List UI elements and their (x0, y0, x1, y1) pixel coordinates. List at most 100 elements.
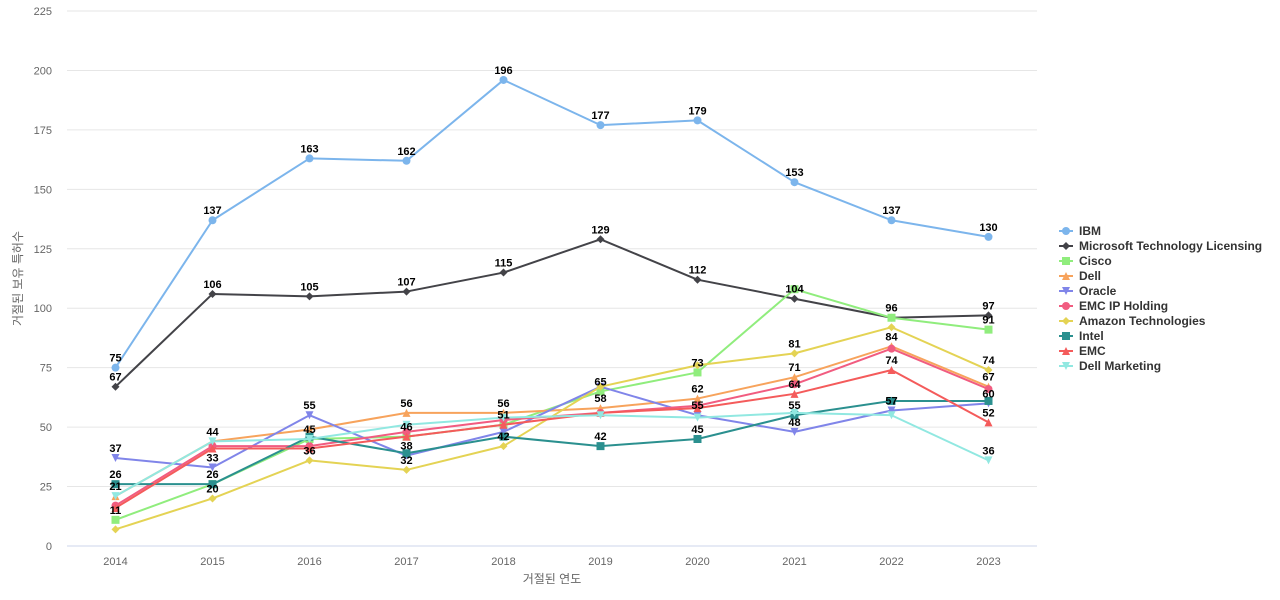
legend-item-emc-ip-holding[interactable]: EMC IP Holding (1059, 299, 1168, 313)
data-point-emc[interactable] (111, 503, 120, 512)
legend-marker-icon (1062, 287, 1070, 295)
data-point-emc[interactable] (984, 418, 993, 427)
data-point-cisco[interactable] (693, 368, 702, 377)
data-point-cisco[interactable] (790, 285, 799, 294)
data-point-intel[interactable] (402, 449, 411, 458)
data-point-ibm[interactable] (111, 363, 120, 372)
series-line-emc[interactable] (114, 369, 989, 509)
data-point-dell-marketing[interactable] (887, 411, 896, 420)
legend-item-dell-marketing[interactable]: Dell Marketing (1059, 359, 1161, 373)
data-point-oracle[interactable] (208, 463, 217, 472)
data-point-amazon-technologies[interactable] (596, 382, 605, 391)
data-point-emc[interactable] (305, 444, 314, 453)
data-point-amazon-technologies[interactable] (499, 442, 508, 451)
data-point-emc[interactable] (402, 432, 411, 441)
data-point-intel[interactable] (693, 435, 702, 443)
data-point-microsoft-technology-licensing[interactable] (693, 275, 702, 284)
data-point-dell[interactable] (402, 408, 411, 417)
data-point-oracle[interactable] (305, 411, 314, 420)
data-point-dell-marketing[interactable] (984, 456, 993, 465)
data-point-dell-marketing[interactable] (596, 411, 605, 420)
data-point-emc[interactable] (790, 389, 799, 398)
data-point-microsoft-technology-licensing[interactable] (984, 311, 993, 320)
data-point-amazon-technologies[interactable] (111, 525, 120, 534)
data-point-intel[interactable] (499, 432, 508, 441)
data-point-emc-ip-holding[interactable] (984, 385, 993, 394)
legend-item-microsoft-technology-licensing[interactable]: Microsoft Technology Licensing (1059, 239, 1262, 253)
series-line-intel[interactable] (115, 399, 989, 486)
legend-item-intel[interactable]: Intel (1059, 329, 1104, 343)
data-point-microsoft-technology-licensing[interactable] (790, 294, 799, 303)
data-point-emc-ip-holding[interactable] (887, 344, 896, 353)
data-point-microsoft-technology-licensing[interactable] (402, 287, 411, 296)
data-point-oracle[interactable] (790, 427, 799, 436)
data-point-amazon-technologies[interactable] (305, 456, 314, 465)
data-point-emc[interactable] (208, 444, 217, 453)
data-point-amazon-technologies[interactable] (693, 361, 702, 370)
data-point-emc[interactable] (693, 404, 702, 413)
data-point-microsoft-technology-licensing[interactable] (208, 289, 217, 298)
legend-item-emc[interactable]: EMC (1059, 344, 1106, 358)
data-point-microsoft-technology-licensing[interactable] (596, 235, 605, 244)
data-point-ibm[interactable] (790, 178, 799, 187)
data-point-amazon-technologies[interactable] (790, 349, 799, 358)
data-point-intel[interactable] (111, 480, 120, 489)
data-point-oracle[interactable] (887, 406, 896, 415)
data-point-microsoft-technology-licensing[interactable] (305, 292, 314, 301)
data-point-ibm[interactable] (305, 154, 314, 163)
data-point-dell[interactable] (790, 373, 799, 382)
series-line-dell[interactable] (115, 345, 989, 497)
series-line-cisco[interactable] (115, 288, 989, 521)
data-point-cisco[interactable] (887, 313, 896, 322)
data-point-microsoft-technology-licensing[interactable] (499, 268, 508, 277)
data-point-microsoft-technology-licensing[interactable] (111, 382, 120, 391)
data-point-intel[interactable] (208, 480, 217, 489)
data-point-emc-ip-holding[interactable] (402, 427, 411, 436)
data-point-cisco[interactable] (984, 325, 993, 334)
data-point-dell-marketing[interactable] (499, 413, 508, 422)
legend-item-cisco[interactable]: Cisco (1059, 254, 1112, 268)
data-point-ibm[interactable] (887, 216, 896, 225)
data-point-emc[interactable] (499, 420, 508, 429)
data-point-oracle[interactable] (499, 427, 508, 436)
data-point-emc-ip-holding[interactable] (790, 380, 799, 389)
series-line-dell-marketing[interactable] (115, 411, 989, 497)
y-tick-label: 150 (34, 184, 52, 196)
data-label: 137 (882, 205, 900, 217)
data-point-dell[interactable] (693, 394, 702, 403)
data-point-dell-marketing[interactable] (693, 413, 702, 422)
data-point-dell-marketing[interactable] (402, 420, 411, 429)
data-point-ibm[interactable] (208, 216, 217, 225)
data-label: 104 (785, 284, 804, 296)
data-point-dell-marketing[interactable] (305, 435, 314, 443)
data-point-amazon-technologies[interactable] (984, 366, 993, 375)
data-point-cisco[interactable] (111, 515, 120, 524)
data-point-ibm[interactable] (984, 232, 993, 241)
legend-item-dell[interactable]: Dell (1059, 269, 1101, 283)
data-point-ibm[interactable] (693, 116, 702, 125)
data-point-emc[interactable] (887, 366, 896, 375)
data-point-dell-marketing[interactable] (790, 408, 799, 417)
series-line-microsoft-technology-licensing[interactable] (114, 238, 989, 388)
data-point-intel[interactable] (984, 396, 993, 405)
data-point-ibm[interactable] (596, 121, 605, 130)
legend-item-oracle[interactable]: Oracle (1059, 284, 1117, 298)
data-point-intel[interactable] (596, 442, 605, 451)
legend-item-ibm[interactable]: IBM (1059, 224, 1101, 238)
series-line-ibm[interactable] (114, 78, 989, 369)
data-point-dell-marketing[interactable] (111, 492, 120, 501)
data-point-amazon-technologies[interactable] (208, 494, 217, 503)
data-point-intel[interactable] (887, 396, 896, 405)
data-point-oracle[interactable] (111, 454, 120, 463)
data-point-amazon-technologies[interactable] (887, 323, 896, 332)
data-point-dell-marketing[interactable] (208, 437, 217, 446)
data-point-cisco[interactable] (596, 387, 605, 396)
data-label: 52 (982, 407, 994, 419)
data-point-ibm[interactable] (499, 75, 508, 84)
data-point-ibm[interactable] (402, 156, 411, 165)
legend-item-amazon-technologies[interactable]: Amazon Technologies (1059, 314, 1206, 328)
series-line-oracle[interactable] (115, 385, 989, 469)
data-point-amazon-technologies[interactable] (402, 465, 411, 474)
data-point-dell[interactable] (305, 425, 314, 434)
